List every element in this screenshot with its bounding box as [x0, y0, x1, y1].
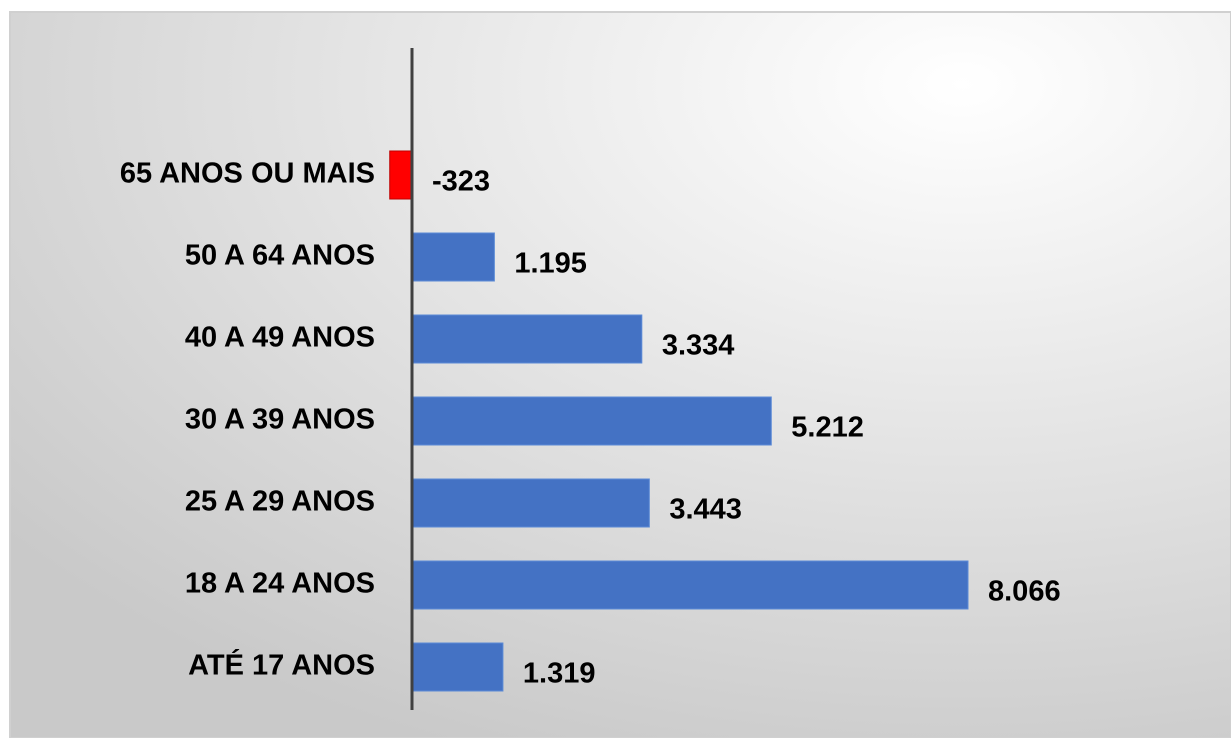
data-label: 1.319 — [523, 658, 596, 690]
bar — [389, 150, 413, 200]
category-label: 65 ANOS OU MAIS — [120, 158, 375, 190]
bar — [411, 560, 969, 610]
data-label: 3.443 — [669, 494, 742, 526]
data-label: 8.066 — [988, 576, 1061, 608]
data-label: 3.334 — [662, 330, 735, 362]
chart-background — [9, 11, 1231, 738]
category-label: 30 A 39 ANOS — [185, 404, 375, 436]
category-label: 25 A 29 ANOS — [185, 486, 375, 518]
data-label: 5.212 — [791, 412, 864, 444]
category-label: 40 A 49 ANOS — [185, 322, 375, 354]
category-label: ATÉ 17 ANOS — [188, 648, 375, 682]
plot-area: 65 ANOS OU MAIS -323 50 A 64 ANOS 1.195 40 A… — [120, 150, 1061, 692]
data-label: 1.195 — [514, 248, 587, 280]
category-label: 50 A 64 ANOS — [185, 240, 375, 272]
bar — [411, 232, 495, 282]
bar — [411, 642, 504, 692]
data-label: -323 — [432, 166, 490, 198]
category-label: 18 A 24 ANOS — [185, 568, 375, 600]
bar — [411, 478, 650, 528]
bar — [411, 314, 643, 364]
bar — [411, 396, 772, 446]
